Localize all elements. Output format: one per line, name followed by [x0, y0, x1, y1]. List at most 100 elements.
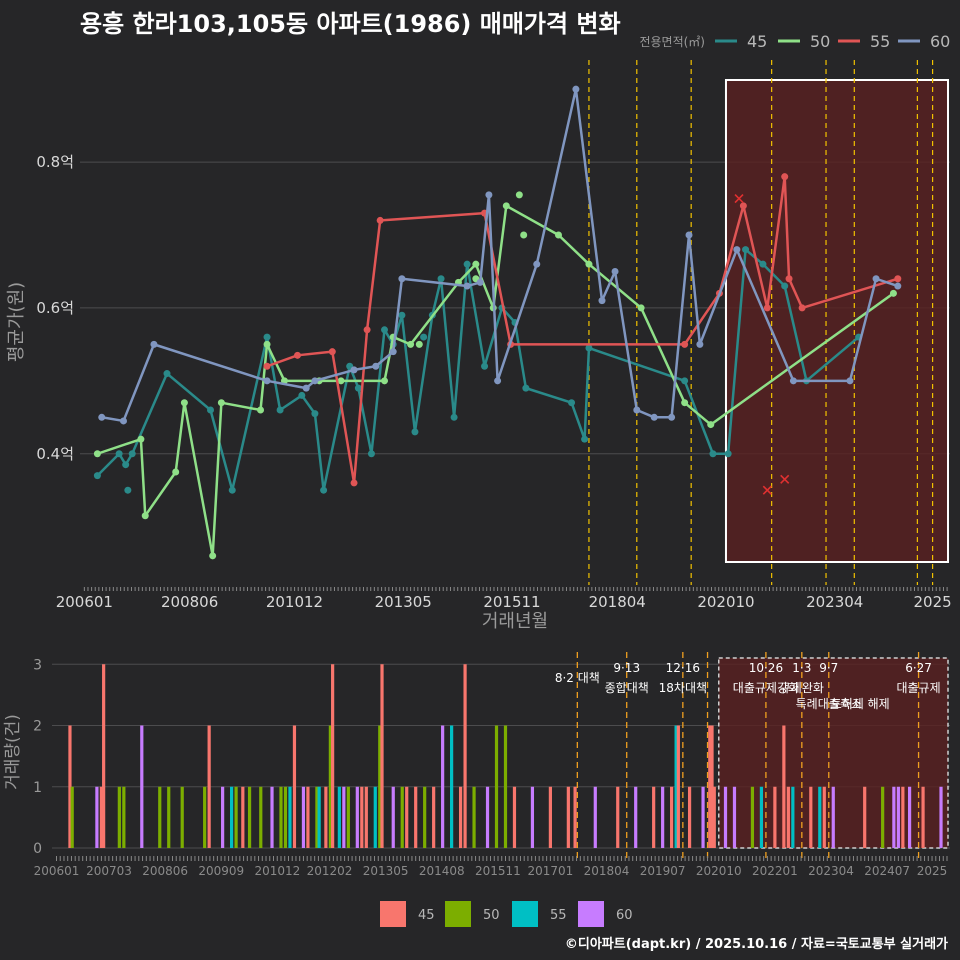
bar-x-tick-label: 200601: [34, 864, 80, 878]
x-axis-title: 거래년월: [482, 611, 548, 632]
data-point-45: [585, 344, 593, 352]
policy-annotation-date: 6·27: [905, 661, 932, 675]
volume-bar-45: [573, 786, 577, 848]
data-point-45: [124, 486, 132, 494]
volume-bar-45: [687, 786, 692, 848]
volume-bar-60: [355, 786, 359, 848]
volume-bar-50: [234, 786, 238, 848]
volume-bar-60: [270, 786, 274, 848]
cancelled-deal-mark: [762, 485, 772, 495]
data-point-50: [502, 202, 510, 210]
x-tick-label: 201511: [483, 593, 540, 611]
data-point-55: [363, 326, 371, 334]
data-point-45: [568, 399, 576, 407]
volume-bar-60: [342, 786, 346, 848]
data-point-50: [209, 552, 217, 560]
volume-bar-50: [158, 786, 162, 848]
volume-bar-45: [292, 725, 297, 848]
data-point-45: [115, 450, 123, 458]
data-point-45: [263, 333, 271, 341]
data-point-45: [207, 406, 214, 414]
volume-bar-45: [708, 725, 712, 848]
volume-bar-45: [380, 664, 384, 848]
data-point-45: [367, 450, 375, 458]
volume-bar-45: [863, 786, 867, 848]
bar-x-tick-label: 201701: [527, 864, 573, 878]
bar-y-tick-label: 3: [33, 657, 42, 673]
data-point-45: [581, 435, 589, 443]
bar-x-tick-label: 201305: [363, 864, 409, 878]
volume-bar-60: [634, 786, 638, 848]
credit-text: ©디아파트(dapt.kr) / 2025.10.16 / 자료=국토교통부 실…: [564, 937, 948, 952]
data-point-45: [411, 428, 419, 436]
data-point-50: [415, 340, 423, 348]
bar-x-tick-label: 201907: [640, 864, 686, 878]
data-point-50: [472, 260, 480, 268]
data-point-55: [785, 275, 793, 283]
volume-bar-60: [701, 786, 705, 848]
data-point-45: [681, 377, 689, 385]
bar-x-tick-label: 202010: [696, 864, 742, 878]
data-point-45: [420, 333, 428, 341]
bar-legend-label-55: 55: [550, 908, 567, 923]
data-point-60: [476, 278, 484, 286]
volume-bar-50: [283, 786, 288, 848]
data-point-60: [120, 417, 127, 425]
volume-bar-50: [203, 786, 207, 848]
series-line-55: [266, 175, 899, 485]
volume-bar-55: [373, 786, 377, 848]
bar-legend-label-45: 45: [418, 908, 435, 923]
volume-bar-45: [306, 786, 310, 848]
x-tick-label: 201804: [589, 593, 646, 611]
volume-bar-45: [463, 664, 467, 848]
volume-bar-50: [881, 786, 885, 848]
volume-bar-50: [472, 786, 476, 848]
data-point-60: [311, 377, 319, 385]
data-point-50: [585, 260, 593, 268]
policy-annotation-label: 종합대책: [605, 680, 649, 695]
data-point-55: [376, 216, 384, 224]
data-point-55: [681, 340, 689, 348]
bar-x-tick-label: 202407: [864, 864, 910, 878]
bar-legend-key-50: [445, 901, 471, 927]
x-tick-label: 202010: [697, 593, 754, 611]
volume-bar-60: [95, 786, 99, 848]
volume-bar-45: [364, 786, 368, 848]
data-point-60: [350, 366, 358, 374]
volume-bar-60: [896, 786, 900, 848]
bar-legend-key-45: [380, 901, 406, 927]
volume-bar-50: [328, 725, 332, 848]
volume-bar-50: [70, 786, 74, 848]
bar-legend-key-60: [578, 901, 604, 927]
data-point-45: [163, 370, 171, 378]
data-point-50: [555, 231, 562, 239]
data-point-55: [263, 362, 271, 370]
policy-annotation-date: 9·13: [613, 661, 640, 675]
data-point-45: [724, 450, 732, 458]
cancelled-deal-mark: [780, 474, 790, 484]
y-tick-label: 0.4억: [36, 445, 74, 463]
volume-bar-50: [279, 786, 283, 848]
data-point-45: [93, 472, 101, 480]
chart-title: 용흥 한라103,105동 아파트(1986) 매매가격 변화: [80, 10, 621, 38]
volume-bar-60: [485, 786, 490, 848]
bar-x-tick-label: 201012: [254, 864, 300, 878]
data-point-45: [128, 450, 136, 458]
data-point-50: [93, 450, 101, 458]
data-point-45: [311, 410, 319, 418]
y-axis-title: 평균가(원): [6, 282, 27, 362]
data-point-60: [572, 85, 580, 93]
volume-bar-45: [809, 786, 813, 848]
legend-title: 전용면적(㎡): [639, 35, 705, 49]
data-point-60: [98, 413, 106, 421]
data-point-45: [381, 326, 388, 334]
volume-bar-55: [450, 725, 454, 848]
data-point-45: [298, 391, 306, 399]
data-point-45: [522, 384, 530, 392]
volume-bar-45: [548, 786, 552, 848]
volume-bar-45: [68, 725, 72, 848]
data-point-60: [872, 275, 880, 283]
volume-bar-60: [391, 786, 395, 848]
volume-bar-60: [732, 786, 737, 848]
